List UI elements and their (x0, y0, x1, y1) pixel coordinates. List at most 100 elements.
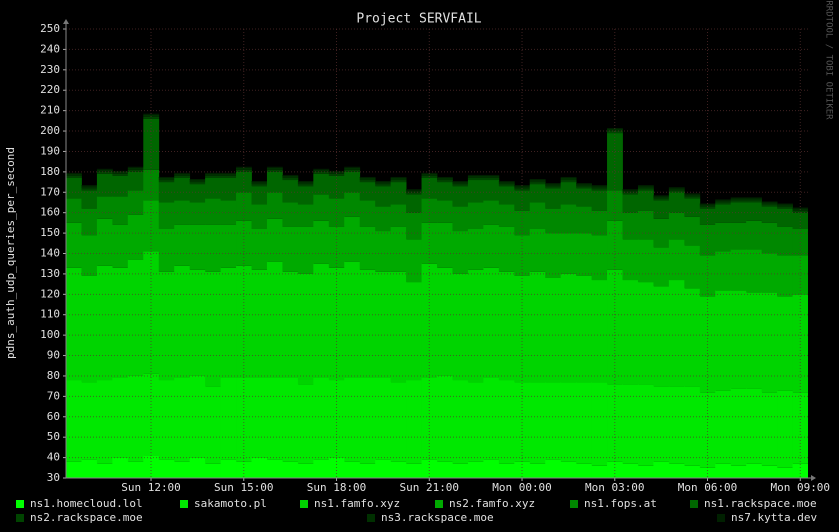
bar-segment (777, 208, 793, 227)
bar-segment (359, 226, 376, 270)
bar-segment (514, 188, 531, 191)
bar-segment (266, 459, 283, 478)
bar-segment (591, 185, 608, 187)
bar-segment (112, 175, 129, 197)
bar-segment (684, 196, 701, 199)
bar-segment (344, 169, 361, 172)
bar-segment (591, 210, 608, 236)
bar-segment (390, 177, 407, 181)
bar-segment (375, 459, 392, 478)
bar-segment (560, 233, 577, 274)
bar-segment (112, 224, 129, 268)
bar-segment (699, 467, 716, 478)
bar-segment (576, 188, 592, 207)
legend-label: ns3.rackspace.moe (381, 511, 494, 524)
bar-segment (220, 172, 237, 174)
bar-segment (66, 380, 82, 462)
bar-segment (390, 182, 407, 205)
x-tick-label: Sun 12:00 (121, 481, 181, 494)
bar-segment (529, 271, 546, 383)
bar-segment (545, 183, 562, 185)
bar-segment (81, 382, 98, 460)
bar-segment (143, 116, 160, 119)
bar-segment (81, 275, 98, 383)
bar-segment (715, 204, 732, 223)
bar-segment (96, 380, 113, 464)
bar-segment (746, 292, 763, 389)
bar-segment (236, 461, 252, 478)
y-tick-label: 30 (47, 471, 60, 484)
y-tick-label: 210 (40, 104, 60, 117)
bar-segment (189, 269, 206, 376)
bar-segment (375, 186, 392, 207)
bar-segment (576, 183, 592, 185)
bar-segment (576, 382, 592, 464)
bar-segment (653, 200, 670, 219)
bar-segment (251, 182, 268, 185)
bar-segment (699, 208, 716, 225)
legend-swatch (435, 500, 443, 508)
bar-segment (607, 461, 623, 478)
bar-segment (421, 222, 438, 264)
bar-segment (467, 177, 484, 181)
bar-segment (668, 212, 685, 240)
bar-segment (637, 186, 654, 189)
bar-segment (467, 229, 484, 270)
bar-segment (746, 202, 763, 221)
bar-segment (96, 218, 113, 266)
bar-segment (174, 461, 191, 478)
y-tick-label: 60 (47, 410, 60, 423)
bar-segment (761, 253, 778, 293)
bar-segment (467, 461, 484, 478)
bar-segment (498, 186, 515, 205)
bar-segment (622, 194, 639, 213)
bar-segment (266, 167, 283, 170)
bar-segment (761, 392, 778, 466)
bar-segment (637, 188, 654, 191)
bar-segment (143, 373, 160, 456)
bar-segment (746, 198, 763, 201)
bar-segment (112, 170, 129, 172)
bar-segment (313, 220, 330, 264)
bar-segment (437, 461, 453, 478)
bar-segment (112, 173, 129, 176)
bar-segment (637, 190, 654, 211)
bar-segment (174, 172, 191, 174)
bar-segment (143, 455, 160, 478)
bar-segment (81, 186, 98, 189)
bar-segment (406, 380, 422, 464)
bar-segment (529, 463, 546, 478)
bar-segment (560, 382, 577, 462)
bar-segment (529, 182, 546, 185)
bar-segment (437, 177, 453, 181)
bar-segment (236, 167, 252, 170)
bar-segment (282, 175, 299, 178)
bar-segment (127, 166, 144, 168)
bar-segment (421, 173, 438, 176)
bar-segment (529, 229, 546, 272)
bar-segment (158, 180, 175, 183)
bar-segment (777, 226, 793, 256)
y-axis-label: pdns_auth_udp_queries_per_second (4, 147, 17, 359)
bar-segment (699, 204, 716, 207)
bar-segment (344, 216, 361, 262)
bar-segment (390, 461, 407, 478)
bar-segment (359, 180, 376, 183)
bar-segment (452, 184, 469, 187)
bar-segment (792, 212, 808, 230)
y-arrow (63, 19, 69, 24)
bar-segment (684, 245, 701, 289)
bar-segment (792, 210, 808, 213)
y-tick-label: 110 (40, 308, 60, 321)
bar-segment (251, 184, 268, 187)
bar-segment (715, 290, 732, 391)
bar-segment (622, 192, 639, 195)
bar-segment (653, 461, 670, 478)
bar-segment (359, 269, 376, 378)
bar-segment (467, 202, 484, 230)
bar-segment (498, 271, 515, 381)
bar-segment (498, 181, 515, 183)
bar-segment (483, 180, 500, 201)
bar-segment (792, 294, 808, 393)
bar-segment (730, 290, 747, 389)
